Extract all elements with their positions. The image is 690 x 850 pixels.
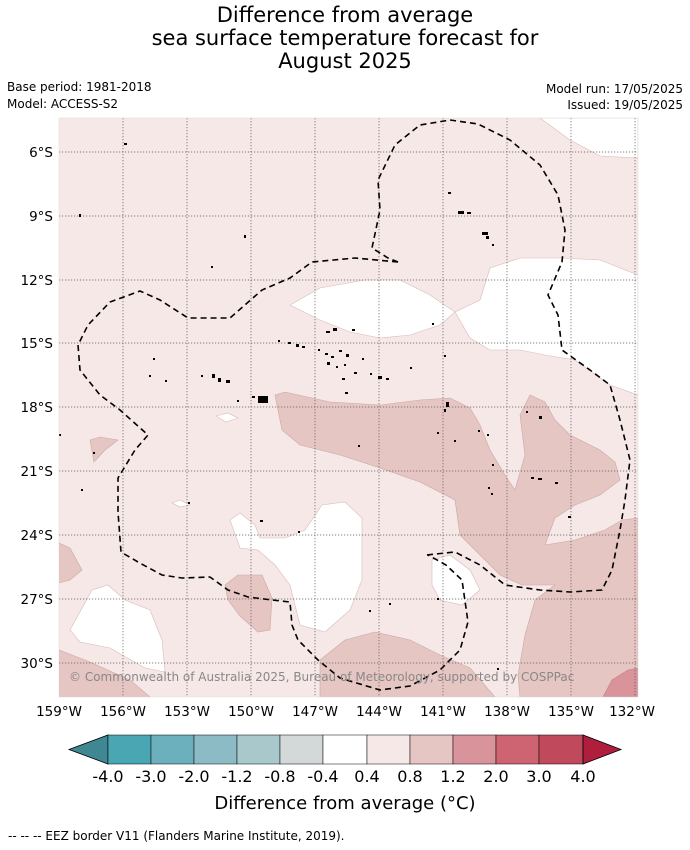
colorbar-label: Difference from average (°C): [214, 793, 476, 814]
lat-label: 30°S: [21, 656, 54, 672]
colorbar-segment: [107, 734, 152, 765]
colorbar-segment: [452, 734, 497, 765]
colorbar-segment: [150, 734, 195, 765]
colorbar-segment: [409, 734, 454, 765]
neutral-region: [431, 554, 481, 606]
neutral-region: [454, 257, 638, 396]
eez-border: [77, 119, 631, 691]
lat-label: 27°S: [21, 592, 54, 608]
colorbar-tick: 1.2: [440, 767, 465, 786]
islands: [59, 143, 571, 670]
lon-label: 150°W: [228, 704, 274, 720]
lat-label: 12°S: [21, 273, 54, 289]
base-period: Base period: 1981-2018: [7, 80, 152, 94]
lat-label: 18°S: [21, 400, 54, 416]
colorbar-segment: [322, 734, 368, 765]
colorbar-segment: [193, 734, 238, 765]
anomaly-band-0.8-1.2: [89, 436, 119, 463]
model-run: Model run: 17/05/2025: [545, 82, 683, 96]
colorbar-tick: -4.0: [92, 767, 123, 786]
neutral-region: [69, 584, 166, 673]
lon-label: 147°W: [292, 704, 338, 720]
colorbar-tick: -0.8: [264, 767, 295, 786]
colorbar-tick: 0.4: [354, 767, 379, 786]
colorbar-segment: [538, 734, 584, 765]
neutral-region: [289, 279, 456, 339]
map-frame: [58, 117, 639, 698]
title-line-1: Difference from average: [216, 3, 474, 27]
colorbar-segment: [495, 734, 540, 765]
gridlines: [59, 118, 638, 697]
anomaly-band-0.8-1.2: [319, 631, 496, 697]
lon-label: 159°W: [36, 704, 82, 720]
anomaly-band-0.8-1.2: [59, 542, 83, 584]
lat-label: 9°S: [29, 209, 53, 225]
lon-label: 153°W: [164, 704, 210, 720]
colorbar-tick: 3.0: [526, 767, 551, 786]
colorbar-segment: [236, 734, 281, 765]
anomaly-map: © Commonwealth of Australia 2025, Bureau…: [59, 118, 638, 697]
lon-label: 132°W: [609, 704, 655, 720]
colorbar-tick: -1.2: [221, 767, 252, 786]
lat-label: 6°S: [29, 145, 53, 161]
title-line-3: August 2025: [278, 49, 412, 73]
lat-label: 15°S: [21, 336, 54, 352]
copyright-notice: © Commonwealth of Australia 2025, Bureau…: [69, 670, 574, 684]
model-name: Model: ACCESS-S2: [7, 97, 119, 111]
colorbar-ticks: -4.0 -3.0 -2.0 -1.2 -0.8 -0.4 0.4 0.8 1.…: [92, 767, 595, 786]
colorbar-tick: 0.8: [397, 767, 422, 786]
anomaly-band-0.8-1.2: [59, 649, 151, 697]
anomaly-band-0.8-1.2: [224, 574, 273, 633]
lon-label: 135°W: [548, 704, 594, 720]
lat-label: 24°S: [21, 528, 54, 544]
colorbar-high-extend: [582, 734, 623, 765]
longitude-labels: 159°W 156°W 153°W 150°W 147°W 144°W 141°…: [36, 704, 655, 720]
colorbar-tick: -3.0: [135, 767, 166, 786]
latitude-labels: 6°S 9°S 12°S 15°S 18°S 21°S 24°S 27°S 30…: [21, 145, 54, 672]
neutral-region: [215, 412, 239, 423]
lat-label: 21°S: [21, 464, 54, 480]
colorbar-tick: -0.4: [307, 767, 338, 786]
colorbar-tick: 4.0: [570, 767, 595, 786]
colorbar-segment: [366, 734, 411, 765]
anomaly-band-1.2-2.0: [602, 667, 638, 697]
neutral-region: [229, 501, 363, 633]
title-line-2: sea surface temperature forecast for: [151, 26, 539, 50]
colorbar-tick: 2.0: [483, 767, 508, 786]
neutral-region: [539, 118, 638, 159]
lon-label: 156°W: [100, 704, 146, 720]
eez-footnote: -- -- -- EEZ border V11 (Flanders Marine…: [8, 829, 345, 843]
lon-label: 141°W: [420, 704, 466, 720]
anomaly-band-0.8-1.2: [274, 391, 638, 697]
lon-label: 138°W: [484, 704, 530, 720]
neutral-region: [171, 499, 191, 508]
issued-date: Issued: 19/05/2025: [567, 98, 683, 112]
colorbar: [67, 734, 623, 765]
colorbar-low-extend: [67, 734, 109, 765]
colorbar-segment: [279, 734, 324, 765]
colorbar-tick: -2.0: [178, 767, 209, 786]
lon-label: 144°W: [356, 704, 402, 720]
